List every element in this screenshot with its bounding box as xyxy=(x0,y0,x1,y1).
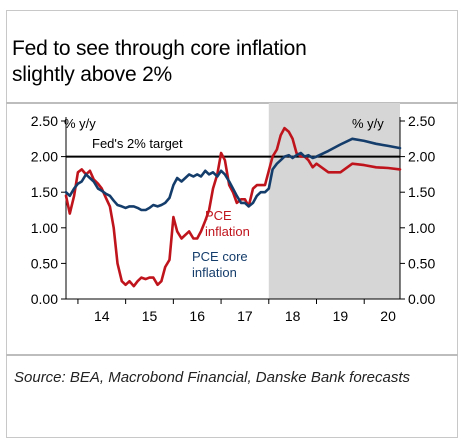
x-tick-label: 17 xyxy=(237,308,253,324)
x-tick-label: 15 xyxy=(142,308,158,324)
title-line-1: Fed to see through core inflation xyxy=(12,37,307,60)
y-tick-label-right: 2.50 xyxy=(408,113,435,129)
target-label: Fed's 2% target xyxy=(92,136,183,151)
legend-pce-line1: PCE xyxy=(205,208,232,223)
y-tick-label-right: 1.00 xyxy=(408,220,435,236)
y-tick-label-left: 1.00 xyxy=(31,220,58,236)
x-tick-label: 14 xyxy=(94,308,110,324)
title-separator xyxy=(6,102,458,104)
x-tick-label: 19 xyxy=(333,308,349,324)
y-tick-label-left: 1.50 xyxy=(31,184,58,200)
x-tick-label: 18 xyxy=(285,308,301,324)
legend-core-line1: PCE core xyxy=(192,249,248,264)
y-tick-label-right: 1.50 xyxy=(408,184,435,200)
y-tick-label-right: 2.00 xyxy=(408,149,435,165)
y-tick-label-left: 2.00 xyxy=(31,149,58,165)
right-axis-unit: % y/y xyxy=(352,116,384,131)
series-line-pce-core xyxy=(64,137,402,212)
legend-pce-line2: inflation xyxy=(205,224,250,239)
y-tick-label-left: 0.50 xyxy=(31,255,58,271)
y-tick-label-right: 0.00 xyxy=(408,291,435,307)
chart-title: Fed to see through core inflation slight… xyxy=(12,36,442,88)
y-tick-label-left: 0.00 xyxy=(31,291,58,307)
x-tick-label: 16 xyxy=(189,308,205,324)
y-tick-label-left: 2.50 xyxy=(31,113,58,129)
left-axis-unit: % y/y xyxy=(64,116,96,131)
title-line-2: slightly above 2% xyxy=(12,63,173,86)
source-separator xyxy=(6,354,458,356)
source-note: Source: BEA, Macrobond Financial, Danske… xyxy=(14,369,411,386)
legend-core-line2: inflation xyxy=(192,265,237,280)
y-tick-label-right: 0.50 xyxy=(408,255,435,271)
x-tick-label: 20 xyxy=(380,308,396,324)
